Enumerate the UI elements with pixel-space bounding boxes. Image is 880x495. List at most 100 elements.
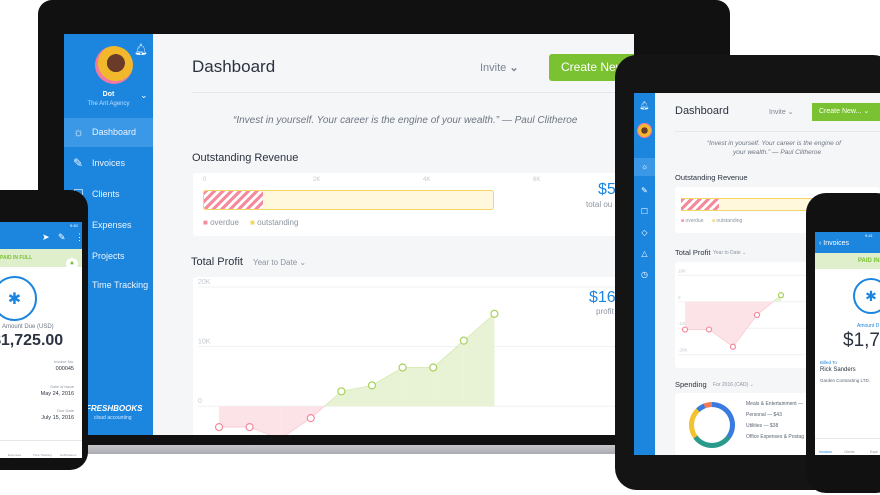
quote: “Invest in yourself. Your career is the …	[233, 115, 578, 126]
y-tick-label: 0	[678, 295, 681, 300]
area-segment	[341, 385, 372, 407]
line-segment	[756, 301, 774, 316]
area-segment	[463, 313, 495, 407]
area-segment	[219, 406, 250, 428]
right-phone-screen: 9:41 ‹ Invoices PAID IN ✱ Amount D $1,72…	[815, 232, 880, 455]
sidebar-item-projects[interactable]: Projects	[92, 251, 125, 261]
outstanding-bar[interactable]	[203, 190, 494, 210]
data-point	[429, 363, 438, 372]
spending-donut[interactable]	[689, 402, 735, 448]
projects-icon[interactable]: △	[641, 249, 648, 258]
company-name: The Ant Agency	[87, 101, 130, 107]
chevron-down-icon: ⌄	[509, 62, 519, 74]
billed-label: Billed To	[820, 360, 837, 365]
timer-icon[interactable]: ◷	[641, 270, 648, 279]
nav-time-tracking[interactable]: Time Tracking	[33, 453, 52, 457]
avatar[interactable]	[95, 46, 133, 84]
sidebar-item-time-tracking[interactable]: Time Tracking	[92, 280, 149, 290]
area-segment	[757, 301, 773, 315]
sun-icon[interactable]: ☼	[634, 158, 655, 176]
overdue-bar[interactable]	[204, 191, 263, 209]
data-point	[245, 422, 254, 432]
tab-expenses[interactable]: Expe	[870, 450, 878, 454]
y-tick-label: -20K	[678, 348, 688, 353]
status-bar: 9:41 ‹ Invoices	[815, 232, 880, 253]
divider	[192, 92, 634, 93]
amount-value: $1,725.00	[0, 332, 64, 349]
line-segment	[371, 367, 403, 386]
legend-overdue: ■ overdue	[681, 218, 704, 224]
profit-chart: 20K 10K 0	[198, 279, 634, 435]
y-tick-label: 0	[198, 398, 202, 405]
edit-icon[interactable]: ✎	[58, 232, 66, 242]
more-icon[interactable]: ⋮	[75, 232, 82, 242]
avatar[interactable]	[637, 123, 652, 138]
clients-icon[interactable]: ☐	[640, 207, 649, 216]
data-point	[367, 381, 377, 390]
comment-icon[interactable]: ●	[66, 258, 78, 270]
revenue-title: Outstanding Revenue	[192, 152, 299, 164]
profit-range-dropdown[interactable]: Year to Date ⌄	[253, 258, 307, 267]
area-segment	[733, 301, 757, 347]
chevron-down-icon[interactable]: ⌄	[140, 90, 148, 100]
issue-label: Date of Issue	[50, 384, 74, 389]
data-point	[490, 309, 499, 318]
create-new-button[interactable]: Create New... ⌄	[812, 103, 880, 121]
data-point	[753, 311, 761, 319]
y-tick-label: 10K	[198, 339, 211, 346]
user-name: Dot	[102, 91, 115, 98]
invite-dropdown[interactable]: Invite ⌄	[480, 62, 519, 74]
client-name: Rick Sanders	[820, 367, 856, 373]
quote-line-2: your wealth.” — Paul Clitheroe	[733, 149, 822, 156]
legend-outstanding: ■ outstanding	[250, 218, 299, 227]
bell-icon[interactable]: 🔔︎	[639, 101, 650, 110]
sidebar-item-dashboard[interactable]: ☼ Dashboard	[64, 118, 153, 147]
invoice-icon[interactable]: ✎	[641, 186, 648, 195]
area-segment	[249, 406, 281, 435]
data-point	[214, 422, 224, 432]
revenue-caption: total ou	[586, 200, 613, 209]
line-segment	[433, 340, 464, 368]
status-banner: PAID IN	[815, 253, 880, 269]
sidebar-item-expenses[interactable]: Expenses	[92, 220, 132, 230]
expenses-icon[interactable]: ◇	[641, 228, 648, 237]
y-tick-label: -10K	[678, 321, 688, 326]
area-segment	[372, 367, 403, 407]
tab-bar: Invoices Clients Expe	[815, 438, 880, 455]
area-segment	[685, 301, 709, 330]
quote-line-1: “Invest in yourself. Your career is the …	[707, 140, 841, 147]
profit-title: Total Profit	[191, 256, 243, 268]
line-segment	[732, 314, 758, 347]
bell-icon[interactable]: 🔔︎	[134, 44, 148, 56]
sidebar-item-invoices[interactable]: ✎ Invoices	[64, 149, 153, 178]
back-button[interactable]: ‹ Invoices	[819, 240, 849, 247]
amount-label: Amount D	[857, 323, 880, 329]
due-date: July 15, 2016	[41, 415, 74, 421]
sun-icon: ☼	[73, 125, 84, 139]
tab-clients[interactable]: Clients	[844, 450, 855, 454]
data-point	[777, 292, 785, 299]
spending-range-dropdown[interactable]: For 2016 (CAD) ⌄	[713, 382, 754, 388]
revenue-amount: $5	[598, 181, 616, 198]
invoice-label: Invoice No.	[53, 359, 74, 364]
send-icon[interactable]: ➤	[42, 232, 50, 242]
legend-overdue: ■ overdue	[203, 218, 239, 227]
nav-notifications[interactable]: Notifications	[60, 453, 77, 457]
left-phone-screen: 5:40 ➤ ✎ ⋮ PAID IN FULL ● ✱ Amount Due (…	[0, 222, 82, 458]
invite-dropdown[interactable]: Invite ⌄	[769, 109, 794, 116]
spending-panel: Meals & Entertainment — Personal — $43 U…	[675, 393, 880, 455]
ant-seal-logo: ✱	[0, 276, 37, 321]
profit-range-dropdown[interactable]: Year to Date ⌄	[713, 250, 747, 256]
data-point	[337, 387, 346, 396]
client-company: Garden Contracting LTD.	[820, 378, 870, 383]
y-tick-label: 20K	[198, 279, 211, 286]
profit-title: Total Profit	[675, 248, 711, 257]
area-segment	[280, 406, 311, 435]
overdue-bar[interactable]	[681, 199, 719, 210]
line-segment	[463, 313, 495, 341]
invoice-number: 000045	[55, 366, 74, 372]
nav-expenses[interactable]: Expenses	[8, 453, 22, 457]
issue-date: May 24, 2016	[40, 391, 74, 397]
data-point	[729, 343, 737, 350]
tab-invoices[interactable]: Invoices	[819, 450, 832, 454]
